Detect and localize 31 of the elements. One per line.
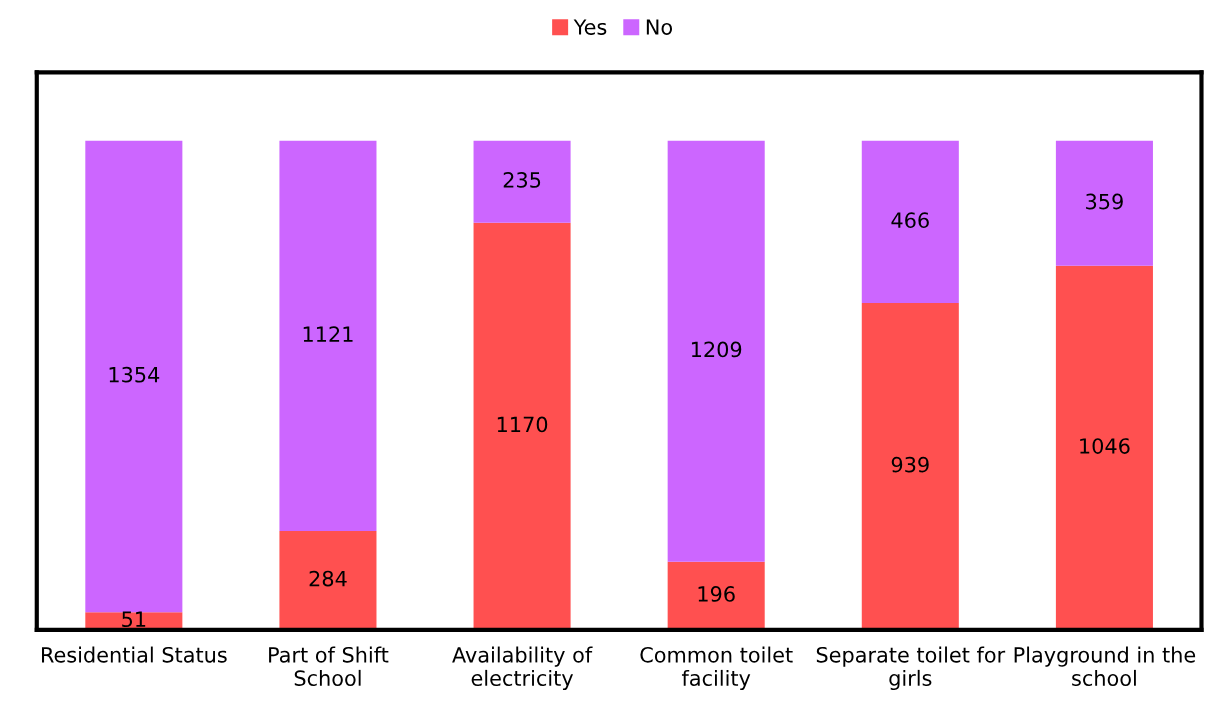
data-label: 1354	[109, 366, 160, 383]
data-label: 51	[122, 611, 146, 628]
x-tick-label: Residential Status	[42, 646, 227, 663]
bar	[279, 140, 377, 532]
data-label: 284	[309, 570, 347, 587]
data-label: 1046	[1080, 438, 1130, 454]
data-label: 196	[698, 586, 735, 602]
bar	[1055, 265, 1153, 630]
bar	[473, 140, 571, 223]
data-label: 466	[891, 212, 929, 228]
data-label: 1209	[691, 341, 742, 358]
x-tick-label: Part of Shift School	[269, 646, 389, 686]
x-tick-label: Playground in the school	[1014, 646, 1196, 686]
data-label: 235	[503, 172, 541, 188]
data-label: 359	[1086, 193, 1123, 210]
legend-label: No	[646, 19, 673, 35]
legend-label: Yes	[573, 19, 607, 35]
data-label: 1170	[497, 416, 548, 433]
bar	[667, 140, 765, 562]
x-tick-label: Separate toilet for girls	[816, 646, 1006, 691]
bar	[667, 561, 765, 630]
bar	[473, 222, 571, 630]
bar	[861, 140, 959, 304]
bar	[1055, 140, 1153, 266]
data-label: 1121	[303, 326, 353, 342]
x-tick-label: Availability of electricity	[452, 646, 593, 691]
bar	[861, 303, 959, 630]
data-label: 939	[891, 456, 929, 473]
bar	[85, 140, 183, 613]
x-tick-label: Common toilet facility	[640, 646, 793, 691]
bar	[279, 531, 377, 630]
